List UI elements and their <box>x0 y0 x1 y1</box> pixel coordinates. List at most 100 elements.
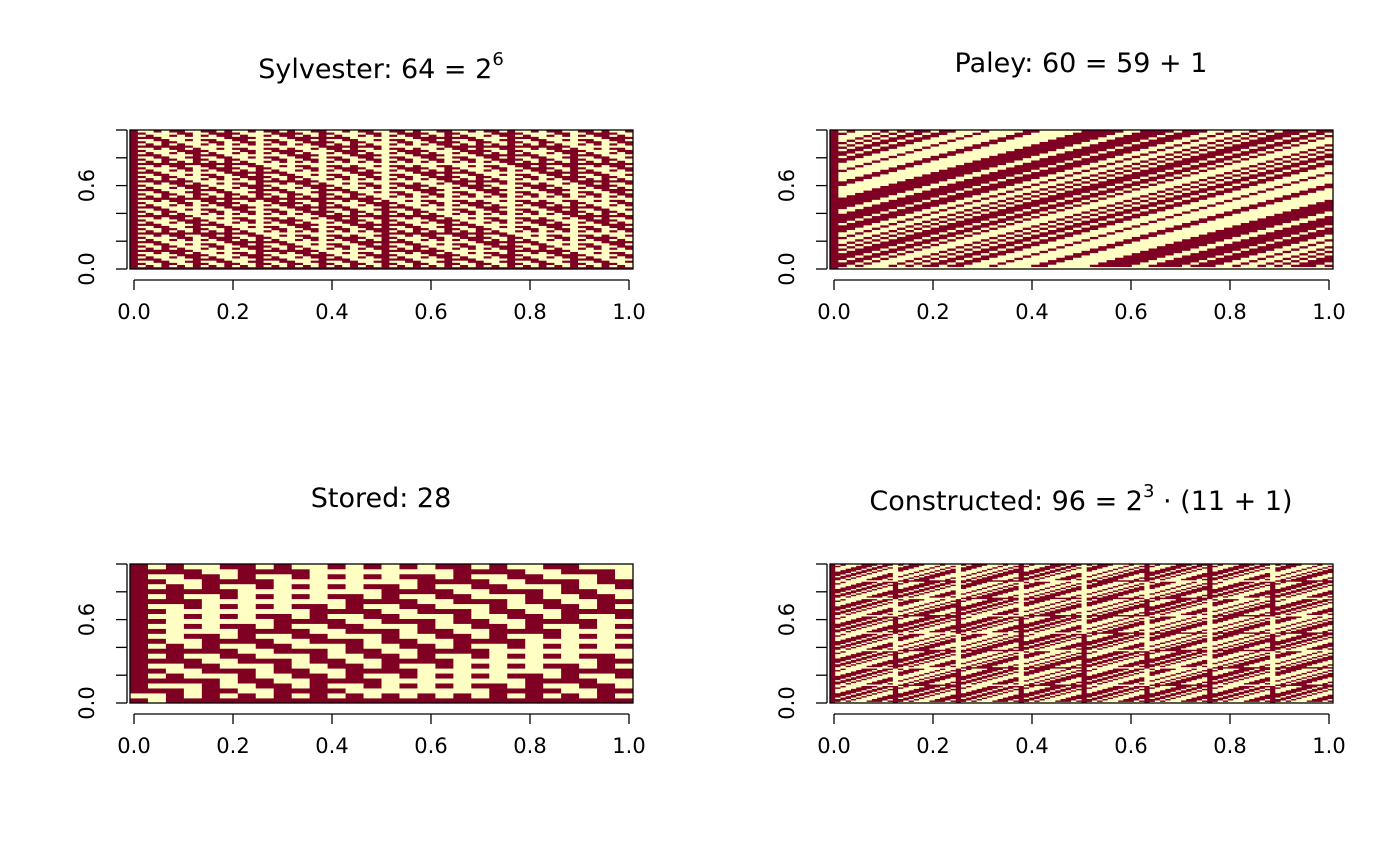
heatmap-cell <box>389 195 397 198</box>
heatmap-cell <box>421 206 429 209</box>
heatmap-cell <box>397 221 405 224</box>
heatmap-cell <box>531 134 539 137</box>
heatmap-cell <box>389 152 397 155</box>
heatmap-cell <box>358 241 366 244</box>
heatmap-cell <box>429 260 437 263</box>
heatmap-cell <box>507 134 515 137</box>
heatmap-cell <box>232 219 240 222</box>
heatmap-cell <box>499 241 507 244</box>
heatmap-cell <box>295 202 303 205</box>
heatmap-cell <box>209 208 217 211</box>
heatmap-cell <box>507 202 515 205</box>
heatmap-cell <box>405 236 413 239</box>
heatmap-cell <box>421 215 429 218</box>
heatmap-cell <box>248 247 256 250</box>
heatmap-cell <box>847 195 856 198</box>
heatmap-cell <box>130 176 138 179</box>
heatmap-cell <box>232 210 240 213</box>
heatmap-cell <box>303 132 311 135</box>
heatmap-cell <box>146 165 154 168</box>
heatmap-cell <box>201 189 209 192</box>
heatmap-cell <box>484 236 492 239</box>
heatmap-cell <box>838 132 847 135</box>
heatmap-cell <box>303 163 311 166</box>
heatmap-cell <box>193 167 201 170</box>
heatmap-cell <box>193 200 201 203</box>
heatmap-cell <box>295 245 303 248</box>
heatmap-cell <box>303 252 311 255</box>
heatmap-cell <box>602 239 610 242</box>
heatmap-cell <box>499 139 507 142</box>
heatmap-cell <box>437 239 445 242</box>
heatmap-cell <box>586 245 594 248</box>
heatmap-cell <box>539 208 547 211</box>
heatmap-cell <box>374 254 382 257</box>
heatmap-cell <box>437 150 445 153</box>
heatmap-cell <box>287 254 295 257</box>
heatmap-cell <box>444 186 452 189</box>
heatmap-cell <box>287 139 295 142</box>
heatmap-cell <box>421 208 429 211</box>
heatmap-cell <box>586 137 594 140</box>
heatmap-cell <box>452 226 460 229</box>
heatmap-cell <box>531 163 539 166</box>
heatmap-cell <box>625 154 633 157</box>
heatmap-cell <box>492 200 500 203</box>
heatmap-cell <box>492 241 500 244</box>
heatmap-cell <box>295 258 303 261</box>
heatmap-cell <box>342 171 350 174</box>
heatmap-cell <box>366 258 374 261</box>
heatmap-cell <box>216 254 224 257</box>
heatmap-cell <box>342 204 350 207</box>
heatmap-cell <box>547 260 555 263</box>
heatmap-cell <box>161 215 169 218</box>
heatmap-cell <box>224 178 232 181</box>
heatmap-cell <box>303 262 311 265</box>
heatmap-cell <box>319 219 327 222</box>
heatmap-cell <box>224 189 232 192</box>
heatmap-cell <box>248 173 256 176</box>
heatmap-cell <box>232 145 240 148</box>
heatmap-cell <box>389 210 397 213</box>
heatmap-cell <box>847 239 856 242</box>
heatmap-cell <box>405 160 413 163</box>
y-tick-label: 0.0 <box>75 252 99 285</box>
heatmap-cell <box>201 154 209 157</box>
heatmap-cell <box>523 245 531 248</box>
heatmap-cell <box>452 260 460 263</box>
heatmap-cell <box>185 226 193 229</box>
heatmap-cell <box>216 232 224 235</box>
heatmap-cell <box>161 137 169 140</box>
heatmap-cell <box>609 239 617 242</box>
heatmap-cell <box>366 204 374 207</box>
heatmap-cell <box>130 262 138 265</box>
heatmap-cell <box>154 245 162 248</box>
heatmap-cell <box>326 217 334 220</box>
heatmap-cell <box>570 215 578 218</box>
heatmap-cell <box>224 158 232 161</box>
heatmap-cell <box>232 137 240 140</box>
heatmap-cell <box>382 178 390 181</box>
heatmap-cell <box>539 178 547 181</box>
heatmap-cell <box>413 180 421 183</box>
heatmap-cell <box>397 154 405 157</box>
heatmap-cell <box>177 258 185 261</box>
heatmap-cell <box>838 190 847 193</box>
heatmap-cell <box>389 258 397 261</box>
heatmap-cell <box>547 189 555 192</box>
heatmap-cell <box>484 243 492 246</box>
heatmap-cell <box>342 239 350 242</box>
heatmap-cell <box>838 167 847 170</box>
heatmap-cell <box>602 249 610 252</box>
heatmap-cell <box>570 180 578 183</box>
heatmap-cell <box>452 160 460 163</box>
heatmap-cell <box>350 150 358 153</box>
heatmap-cell <box>224 262 232 265</box>
heatmap-cell <box>484 215 492 218</box>
heatmap-cell <box>830 144 839 147</box>
heatmap-cell <box>547 228 555 231</box>
heatmap-cell <box>264 156 272 159</box>
heatmap-cell <box>319 163 327 166</box>
heatmap-cell <box>405 154 413 157</box>
heatmap-cell <box>146 169 154 172</box>
